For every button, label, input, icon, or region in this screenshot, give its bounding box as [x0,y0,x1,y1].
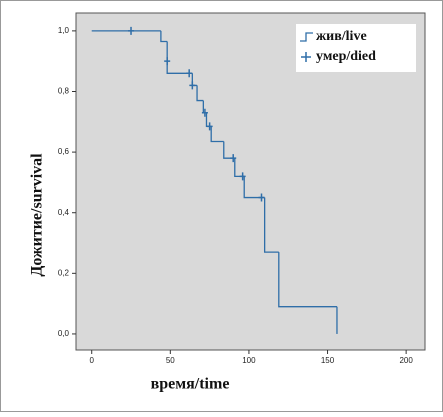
censor-mark [189,81,196,90]
censor-mark [128,26,135,35]
legend-label: умер/died [316,49,376,64]
censor-mark [164,57,171,66]
survival-step [160,30,168,43]
survival-step [243,176,265,199]
y-tick-label: 0,4 [58,208,70,217]
censor-mark [230,154,237,163]
censor-mark [186,69,193,78]
x-tick-label: 150 [321,356,335,365]
x-tick-label: 200 [399,356,413,365]
survival-step [278,252,337,308]
y-axis-label: Дожитие/survival [29,153,46,277]
x-tick-label: 100 [242,356,256,365]
y-tick-label: 0,2 [58,268,70,277]
legend-icon [300,32,313,42]
x-tick-label: 50 [166,356,175,365]
survival-step [210,126,224,143]
x-axis-label: время/time [151,376,230,393]
y-tick-label: 0,8 [58,87,70,96]
legend-icon [301,52,311,62]
y-tick-label: 1,0 [58,26,70,35]
x-tick-label: 0 [89,356,94,365]
legend-label: жив/live [316,29,367,44]
censor-mark [201,108,208,117]
survival-step [263,197,279,253]
censor-mark [239,172,246,181]
y-tick-label: 0,0 [58,329,70,338]
y-tick-label: 0,6 [58,147,70,156]
censor-mark [258,193,265,202]
survival-step [166,41,193,74]
censor-mark [206,122,213,131]
survival-step [196,85,204,102]
legend [296,24,416,72]
